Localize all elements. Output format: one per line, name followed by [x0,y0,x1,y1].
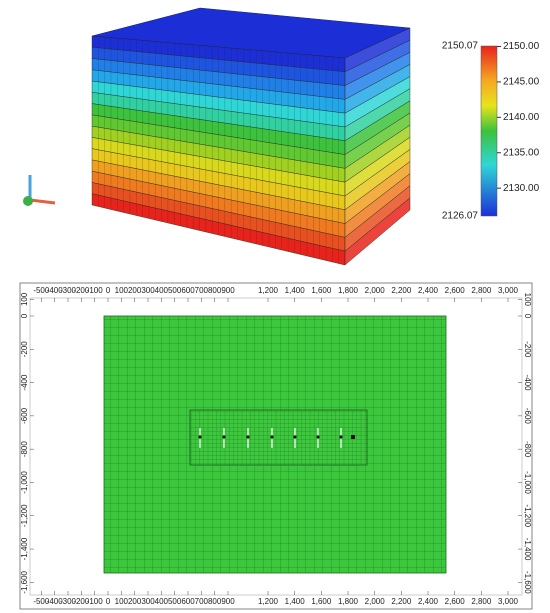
x-tick-label-bottom: 2,000 [365,597,386,606]
x-tick-label-top: 0 [106,286,111,295]
x-tick-label-top: 700 [195,286,209,295]
x-tick-label-top: 1,600 [311,286,332,295]
wells [198,428,355,448]
y-tick-label-left: -1,000 [20,471,29,494]
x-tick-label-bottom: 800 [208,597,222,606]
x-tick-label-top: 1,400 [285,286,306,295]
y-tick-label-right: -1,400 [523,538,532,561]
colorbar: 2150.07 2126.07 2150.00 2145.00 2140.00 2135.… [442,41,540,222]
x-tick-label-bottom: -100 [87,597,104,606]
reservoir-block [91,7,411,266]
y-tick-label-right: -600 [523,408,532,425]
x-tick-label-top: -400 [47,286,64,295]
x-tick-label-top: 300 [141,286,155,295]
refined-grid [189,409,368,466]
y-tick-label-left: -1,600 [20,570,29,593]
x-tick-label-top: -300 [60,286,77,295]
x-tick-label-top: 2,600 [445,286,466,295]
well-marker [351,435,355,439]
x-tick-label-top: 2,200 [391,286,412,295]
x-tick-label-bottom: 300 [141,597,155,606]
x-tick-label-bottom: 700 [195,597,209,606]
y-tick-label-right: -400 [523,375,532,392]
y-tick-label-right: -200 [523,341,532,358]
y-tick-label-left: -600 [20,407,29,424]
x-tick-label-bottom: 1,200 [258,597,279,606]
x-tick-label-top: -100 [87,286,104,295]
y-tick-label-right: -1,200 [523,504,532,527]
x-tick-label-top: 1,800 [338,286,359,295]
x-tick-label-top: 200 [128,286,142,295]
well-head [246,435,250,439]
colorbar-tick-label: 2150.00 [503,41,540,52]
colorbar-bar [480,45,498,217]
x-tick-label-bottom: 1,800 [338,597,359,606]
x-tick-label-top: 1,200 [258,286,279,295]
x-tick-label-top: 900 [221,286,235,295]
x-tick-label-bottom: 500 [168,597,182,606]
x-tick-label-bottom: 2,200 [391,597,412,606]
colorbar-tick-label: 2140.00 [503,112,540,123]
y-tick-label-right: 100 [523,293,532,307]
x-tick-label-bottom: 3,000 [498,597,519,606]
x-tick-label-bottom: 1,400 [285,597,306,606]
colorbar-max-label: 2150.07 [442,41,479,52]
x-tick-label-top: 100 [115,286,129,295]
x-tick-label-bottom: -500 [33,597,50,606]
well-head [198,435,202,439]
y-tick-label-left: -400 [20,374,29,391]
block-layer-side [344,197,411,266]
colorbar-min-label: 2126.07 [442,211,479,222]
x-tick-label-top: 2,000 [365,286,386,295]
colorbar-tick-label: 2135.00 [503,147,540,158]
x-tick-label-bottom: 2,800 [471,597,492,606]
x-tick-label-top: -500 [33,286,50,295]
x-tick-label-top: 800 [208,286,222,295]
x-tick-label-top: 500 [168,286,182,295]
x-tick-label-bottom: 900 [221,597,235,606]
x-tick-label-bottom: 1,600 [311,597,332,606]
x-tick-label-bottom: 2,600 [445,597,466,606]
axis-triad [23,175,56,206]
y-tick-label-left: 0 [20,313,29,318]
well-head [339,435,343,439]
colorbar-tick-label: 2145.00 [503,77,540,88]
x-tick-label-bottom: -300 [60,597,77,606]
y-tick-label-right: -1,600 [523,571,532,594]
y-tick-label-right: 0 [523,314,532,319]
x-tick-label-top: 600 [181,286,195,295]
colorbar-tick-label: 2130.00 [503,183,540,194]
y-tick-label-left: 100 [20,292,29,306]
y-tick-label-left: -800 [20,441,29,458]
x-tick-label-bottom: 0 [106,597,111,606]
x-tick-label-bottom: -400 [47,597,64,606]
well-head [270,435,274,439]
x-tick-label-bottom: 400 [155,597,169,606]
y-tick-label-left: -1,400 [20,537,29,560]
y-tick-label-left: -200 [20,341,29,358]
x-tick-label-top: 400 [155,286,169,295]
well-head [293,435,297,439]
y-tick-label-left: -1,200 [20,504,29,527]
x-tick-label-bottom: 100 [115,597,129,606]
x-tick-label-top: 2,800 [471,286,492,295]
x-tick-label-bottom: 200 [128,597,142,606]
well-head [316,435,320,439]
x-tick-label-bottom: 2,400 [418,597,439,606]
x-tick-label-bottom: -200 [73,597,90,606]
x-tick-label-top: 3,000 [498,286,519,295]
y-tick-label-right: -800 [523,441,532,458]
y-tick-label-right: -1,000 [523,471,532,494]
x-tick-label-top: -200 [73,286,90,295]
well-head [222,435,226,439]
x-tick-label-top: 2,400 [418,286,439,295]
x-tick-label-bottom: 600 [181,597,195,606]
